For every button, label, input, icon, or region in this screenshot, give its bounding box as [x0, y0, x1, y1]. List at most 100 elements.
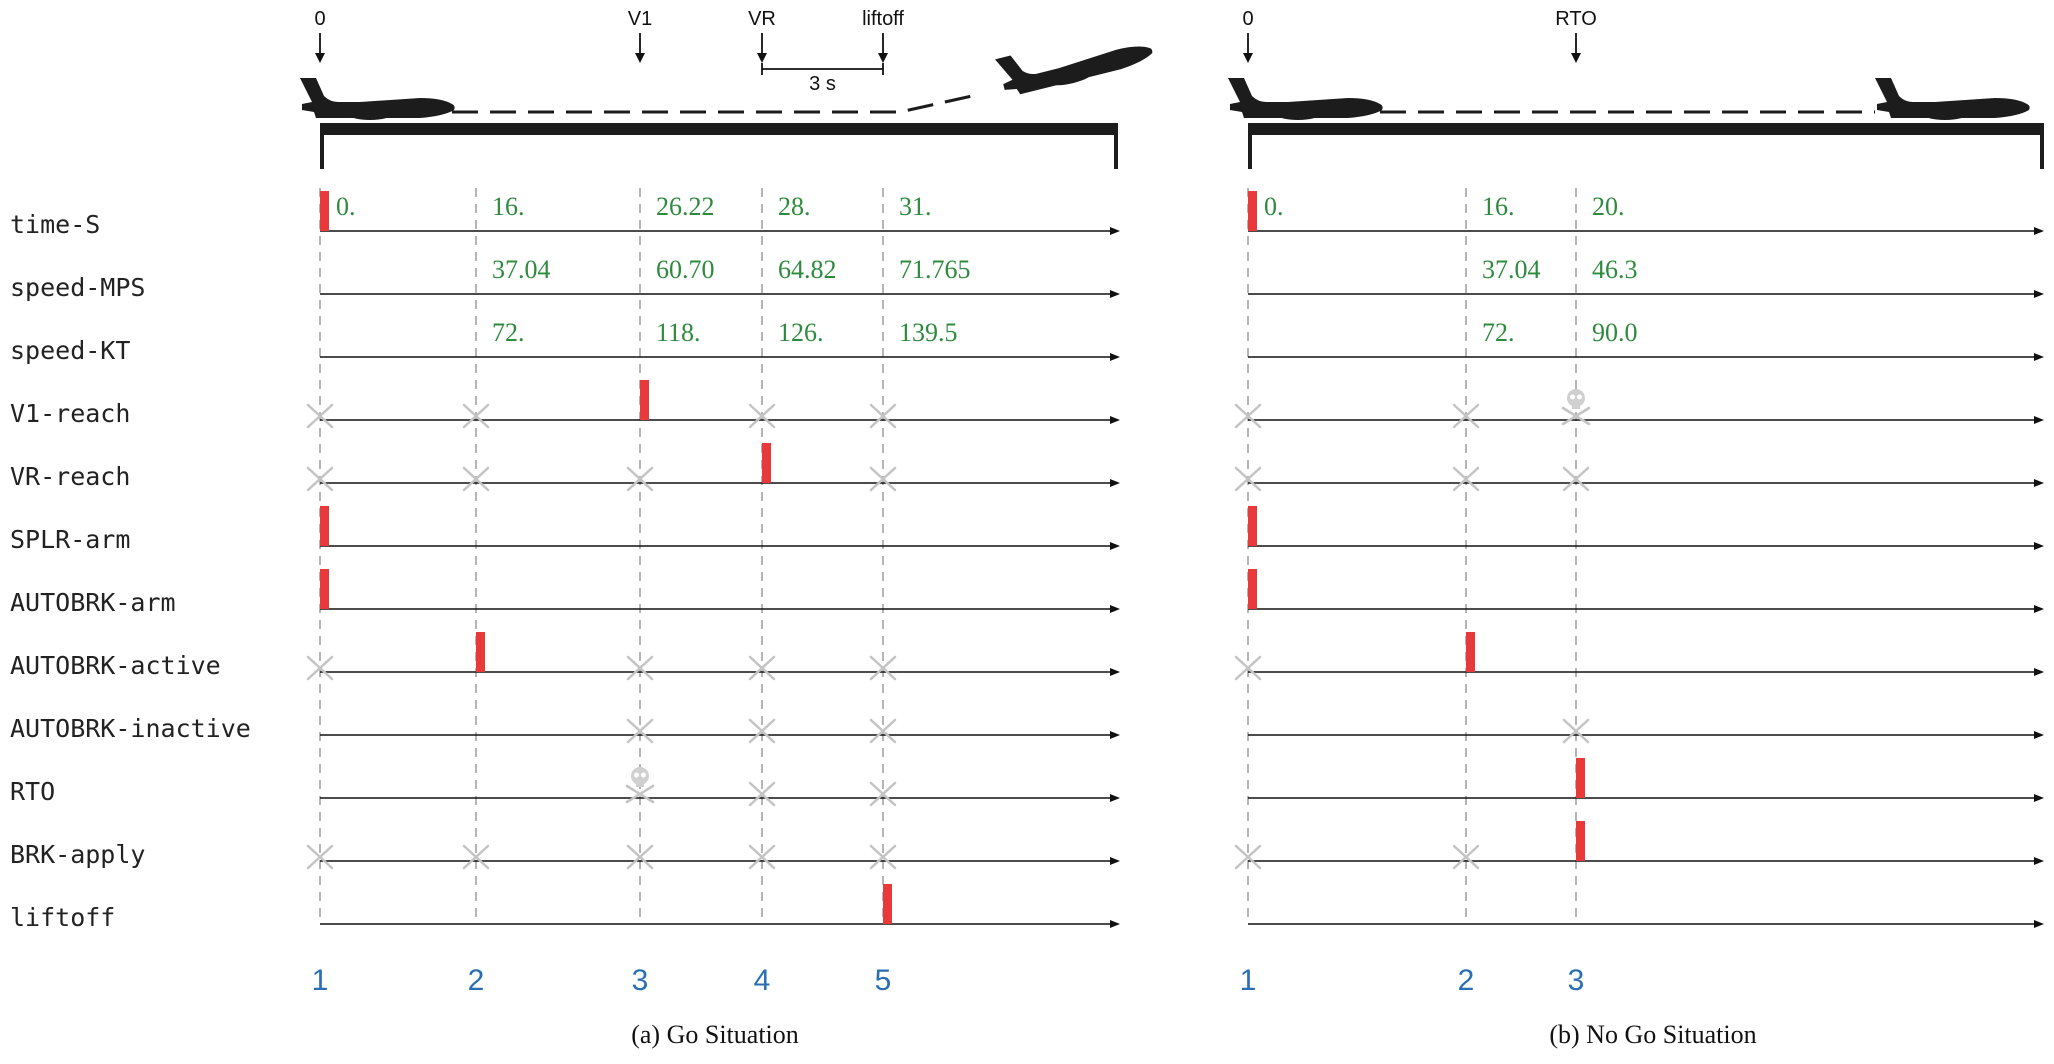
- arrow-right-icon: [1110, 227, 1120, 235]
- signal-row-liftoff: [320, 884, 1120, 928]
- step-number: 3: [632, 964, 649, 997]
- skull-crossbones-icon: [1561, 389, 1591, 426]
- cross-icon: [462, 403, 490, 429]
- cross-icon: [1562, 466, 1590, 492]
- signal-row-autobrk-arm: [320, 569, 1120, 613]
- signal-row-splr-arm: [320, 506, 1120, 550]
- signal-row-speed-mps: 37.04 60.70 64.82 71.765: [320, 255, 1120, 298]
- value-label: 26.22: [656, 192, 715, 221]
- arrow-down-icon: [757, 53, 767, 63]
- value-label: 20.: [1592, 192, 1625, 221]
- signal-label-time-s: time-S: [10, 210, 100, 239]
- signal-row-brk-apply: [306, 844, 1120, 870]
- signal-row-autobrk-active: [306, 632, 1120, 681]
- value-label: 46.3: [1592, 255, 1638, 284]
- cross-icon: [462, 466, 490, 492]
- wing: [1276, 108, 1320, 120]
- value-label: 60.70: [656, 255, 715, 284]
- signal-row-autobrk-inactive: [320, 718, 1120, 744]
- cross-icon: [869, 403, 897, 429]
- arrow-right-icon: [1110, 794, 1120, 802]
- cross-icon: [626, 466, 654, 492]
- value-label: 37.04: [492, 255, 551, 284]
- pulse-bar: [1248, 191, 1257, 231]
- signal-row-speed-kt: 72. 90.0: [1248, 318, 2044, 361]
- signal-row-vr-reach: [1234, 466, 2044, 492]
- value-label: 37.04: [1482, 255, 1541, 284]
- signal-label-v1-reach: V1-reach: [10, 399, 130, 428]
- cross-icon: [748, 781, 776, 807]
- step-number: 5: [875, 964, 892, 997]
- top-marker-label: 0: [314, 8, 325, 30]
- runway: [1248, 123, 2044, 135]
- panel-go: 0 V1 VR liftoff 3 s 0. 16. 26.22 28. 31. 37.04 60.7…: [300, 8, 1153, 1049]
- cross-icon: [869, 844, 897, 870]
- takeoff-path: [452, 94, 973, 114]
- cross-icon: [306, 655, 334, 681]
- pulse-bar: [640, 380, 649, 420]
- signal-label-brk-apply: BRK-apply: [10, 840, 145, 869]
- cross-icon: [306, 403, 334, 429]
- top-marker-label: RTO: [1555, 8, 1597, 30]
- signal-row-speed-kt: 72. 118. 126. 139.5: [320, 318, 1120, 361]
- arrow-down-icon: [878, 53, 888, 63]
- cross-icon: [869, 466, 897, 492]
- top-marker-0: 0: [1242, 8, 1254, 63]
- value-label: 72.: [492, 318, 525, 347]
- top-marker-v1: V1: [628, 8, 652, 63]
- arrow-right-icon: [1110, 605, 1120, 613]
- value-label: 71.765: [899, 255, 971, 284]
- arrow-right-icon: [2034, 416, 2044, 424]
- arrow-right-icon: [1110, 731, 1120, 739]
- value-label: 64.82: [778, 255, 837, 284]
- cross-icon: [626, 718, 654, 744]
- arrow-right-icon: [1110, 920, 1120, 928]
- signal-label-speed-mps: speed-MPS: [10, 273, 145, 302]
- arrow-right-icon: [1110, 353, 1120, 361]
- airplane-icon: [1875, 78, 2030, 120]
- panel-caption: (a) Go Situation: [631, 1020, 799, 1049]
- arrow-right-icon: [2034, 857, 2044, 865]
- cross-icon: [1234, 466, 1262, 492]
- pulse-bar: [1248, 569, 1257, 609]
- arrow-right-icon: [2034, 920, 2044, 928]
- fuselage: [1875, 78, 2030, 118]
- signal-row-autobrk-active: [1234, 632, 2044, 681]
- arrow-right-icon: [1110, 479, 1120, 487]
- arrow-right-icon: [2034, 731, 2044, 739]
- arrow-right-icon: [2034, 542, 2044, 550]
- signal-row-splr-arm: [1248, 506, 2044, 550]
- signal-row-liftoff: [1248, 920, 2044, 928]
- signal-row-brk-apply: [1234, 821, 2044, 870]
- signal-label-liftoff: liftoff: [10, 903, 115, 932]
- value-label: 72.: [1482, 318, 1515, 347]
- signal-label-vr-reach: VR-reach: [10, 462, 130, 491]
- signal-labels: time-S speed-MPS speed-KT V1-reach VR-reach S…: [10, 210, 251, 932]
- runway: [320, 123, 1118, 135]
- cross-icon: [462, 844, 490, 870]
- step-number: 2: [468, 964, 485, 997]
- cross-icon: [1234, 403, 1262, 429]
- runway-right-post: [2040, 123, 2044, 169]
- arrow-down-icon: [315, 53, 325, 63]
- signal-row-rto: [320, 767, 1120, 807]
- skull-crossbones-icon: [625, 767, 655, 804]
- value-label: 31.: [899, 192, 932, 221]
- cross-icon: [1234, 844, 1262, 870]
- top-marker-label: V1: [628, 8, 652, 30]
- interval-bracket: 3 s: [761, 63, 884, 95]
- fuselage: [300, 78, 455, 118]
- cross-icon: [626, 844, 654, 870]
- signal-label-autobrk-inactive: AUTOBRK-inactive: [10, 714, 251, 743]
- wing: [348, 108, 392, 120]
- step-number: 2: [1458, 964, 1475, 997]
- cross-icon: [869, 781, 897, 807]
- signal-label-splr-arm: SPLR-arm: [10, 525, 130, 554]
- arrow-right-icon: [1110, 857, 1120, 865]
- runway-left-post: [1248, 123, 1252, 169]
- top-marker-vr: VR: [748, 8, 776, 63]
- arrow-right-icon: [2034, 479, 2044, 487]
- runway-left-post: [320, 123, 324, 169]
- panel-nogo: 0 RTO 0. 16. 20. 37.04 46.3 72. 90.0 1 2 3 (b) No Go…: [1228, 8, 2044, 1049]
- pulse-bar: [320, 569, 329, 609]
